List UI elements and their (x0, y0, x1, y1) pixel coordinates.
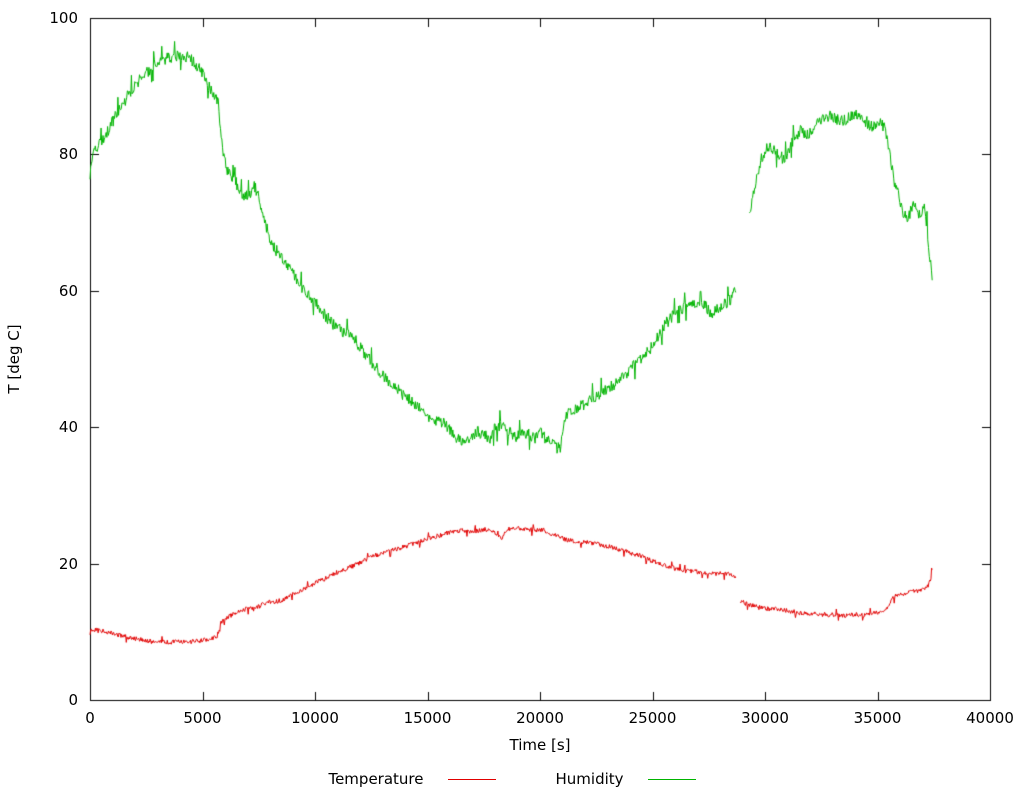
x-tick-label: 30000 (741, 709, 789, 727)
y-tick-label: 80 (58, 145, 78, 164)
legend-label: Temperature (328, 770, 424, 788)
y-tick-label: 20 (58, 554, 78, 573)
x-axis-label: Time [s] (509, 736, 571, 754)
legend-line-sample (447, 778, 496, 780)
x-tick-label: 0 (85, 709, 95, 727)
legend-entry-humidity: Humidity (556, 770, 696, 788)
legend: Temperature Humidity (0, 770, 1024, 788)
x-tick-label: 10000 (291, 709, 339, 727)
x-tick-label: 20000 (516, 709, 564, 727)
x-tick-label: 40000 (966, 709, 1014, 727)
x-tick-label: 15000 (403, 709, 452, 727)
y-axis-label: T [deg C] (5, 324, 23, 394)
y-tick-label: 100 (49, 9, 78, 27)
x-tick-label: 25000 (628, 709, 677, 727)
y-tick-label: 60 (58, 281, 78, 300)
y-tick-label: 40 (58, 418, 78, 437)
legend-line-sample (647, 778, 696, 780)
legend-entry-temperature: Temperature (328, 770, 496, 788)
x-tick-label: 5000 (183, 709, 222, 727)
legend-label: Humidity (555, 770, 624, 788)
x-tick-label: 35000 (853, 709, 902, 727)
y-tick-label: 0 (68, 691, 78, 709)
